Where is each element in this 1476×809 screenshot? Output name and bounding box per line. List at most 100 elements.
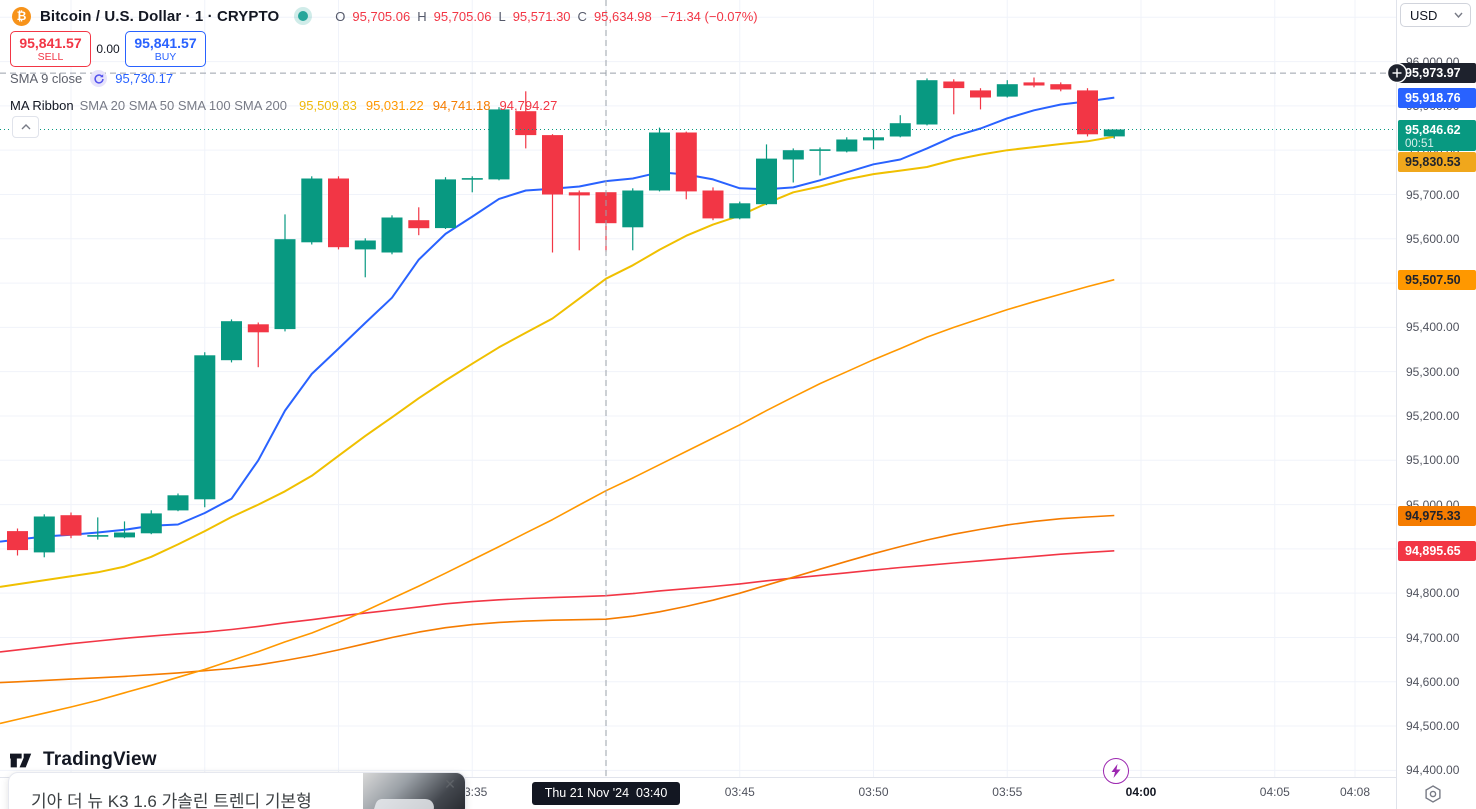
- change-value: −71.34 (−0.07%): [660, 8, 758, 24]
- price-tick: 94,800.00: [1406, 586, 1460, 601]
- ohlc-letter: H: [417, 8, 427, 24]
- ma-ribbon-legend[interactable]: MA Ribbon SMA 20 SMA 50 SMA 100 SMA 200 …: [10, 98, 557, 113]
- ad-text: 기아 더 뉴 K3 1.6 가솔린 트렌디 기본형: [31, 792, 312, 809]
- candle: [702, 187, 724, 221]
- sma20-line: [0, 135, 1115, 588]
- symbol-title[interactable]: Bitcoin / U.S. Dollar · 1 · CRYPTO: [40, 7, 280, 25]
- ad-banner[interactable]: 기아 더 뉴 K3 1.6 가솔린 트렌디 기본형 ✕: [8, 772, 466, 809]
- chevron-up-icon: [21, 124, 30, 130]
- ribbon-value: 95,031.22: [365, 98, 424, 113]
- symbol-header: ₿ Bitcoin / U.S. Dollar · 1 · CRYPTO O 95…: [12, 4, 758, 28]
- sma200-price-label: 94,895.65: [1398, 540, 1476, 561]
- candle: [996, 80, 1018, 98]
- candle: [970, 88, 991, 110]
- lightning-badge[interactable]: [1103, 758, 1129, 784]
- currency-dropdown[interactable]: USD: [1400, 3, 1471, 27]
- price-tick: 94,500.00: [1406, 719, 1460, 734]
- candle: [863, 129, 884, 150]
- chevron-down-icon: [1454, 12, 1463, 18]
- sync-icon[interactable]: [90, 70, 108, 87]
- time-tick: 03:45: [724, 785, 755, 799]
- price-axis[interactable]: USD 96,000.0095,900.0095,800.0095,700.00…: [1386, 0, 1476, 809]
- ribbon-value: 94,794.27: [499, 98, 558, 113]
- ohlc-value: 95,705.06: [433, 8, 492, 24]
- time-tick: 04:00: [1125, 785, 1157, 799]
- sma9-title: SMA 9 close: [10, 71, 83, 86]
- candle: [301, 176, 323, 245]
- ohlc-value: 95,634.98: [593, 8, 652, 24]
- sell-price: 95,841.57: [19, 35, 82, 51]
- candle: [408, 207, 430, 236]
- time-tick: 04:08: [1339, 785, 1371, 799]
- spread-value: 0.00: [91, 37, 125, 61]
- candle: [542, 134, 563, 253]
- candle: [1023, 77, 1045, 88]
- candle: [87, 517, 109, 540]
- currency-value: USD: [1410, 7, 1438, 23]
- candle: [1050, 82, 1072, 92]
- candle: [1103, 129, 1125, 139]
- candle: [194, 352, 216, 508]
- candle: [140, 510, 162, 535]
- candle: [916, 78, 938, 126]
- ribbon-value: 94,741.18: [432, 98, 491, 113]
- ohlc-value: 95,571.30: [512, 8, 571, 24]
- add-alert-plus-icon[interactable]: [1386, 62, 1408, 88]
- ma-ribbon-params: SMA 20 SMA 50 SMA 100 SMA 200: [79, 98, 287, 113]
- time-tick: 03:50: [858, 785, 889, 799]
- market-status-icon[interactable]: [294, 7, 313, 25]
- collapse-legend-button[interactable]: [12, 116, 39, 138]
- sma9-legend[interactable]: SMA 9 close 95,730.17: [10, 70, 173, 87]
- candle: [1077, 88, 1098, 137]
- candle-countdown: 00:51: [1405, 137, 1434, 150]
- candle: [889, 115, 911, 138]
- buy-button[interactable]: 95,841.57 BUY: [125, 31, 206, 67]
- trade-widget: 95,841.57 SELL 0.00 95,841.57 BUY: [10, 31, 206, 67]
- candle: [809, 147, 831, 176]
- ad-close-icon[interactable]: ✕: [444, 776, 456, 792]
- sma20-price-label: 95,830.53: [1398, 151, 1476, 172]
- candle: [649, 127, 670, 192]
- candle: [729, 201, 751, 220]
- buy-price: 95,841.57: [134, 35, 197, 51]
- candlestick-chart[interactable]: [0, 0, 1396, 777]
- sma9-price-label: 95,918.76: [1398, 87, 1476, 108]
- crosshair-price-label: 95,973.97: [1386, 62, 1476, 84]
- price-tick: 94,700.00: [1406, 630, 1460, 645]
- buy-label: BUY: [154, 51, 177, 63]
- candle: [756, 144, 777, 206]
- price-tick: 95,400.00: [1406, 320, 1460, 335]
- ma-ribbon-values: 95,509.83 95,031.22 94,741.18 94,794.27: [299, 98, 557, 113]
- price-tick: 94,600.00: [1406, 674, 1460, 689]
- price-tick: 95,200.00: [1406, 409, 1460, 423]
- candle: [435, 177, 456, 229]
- ohlc-letter: C: [577, 8, 587, 24]
- candle: [568, 190, 590, 251]
- candle: [943, 79, 965, 115]
- candle: [782, 148, 804, 183]
- sma100-price-label: 94,975.33: [1398, 505, 1476, 526]
- ohlc-value: 95,705.06: [352, 8, 411, 24]
- price-tick: 95,300.00: [1406, 364, 1460, 379]
- ad-thumbnail-image[interactable]: [363, 773, 465, 809]
- refresh-arrows-icon: [94, 73, 104, 84]
- ohlc-letter: O: [335, 8, 346, 24]
- sell-button[interactable]: 95,841.57 SELL: [10, 31, 91, 67]
- candle: [274, 214, 296, 332]
- candle: [221, 319, 242, 363]
- candle: [247, 322, 269, 368]
- time-tick: 03:55: [992, 785, 1023, 799]
- ohlc-letter: L: [498, 8, 506, 24]
- axis-settings-icon[interactable]: [1423, 784, 1445, 806]
- candle: [675, 131, 697, 200]
- logo-text: TradingView: [43, 749, 157, 770]
- last-price-label: 95,846.62 00:51: [1398, 119, 1476, 151]
- candle: [461, 176, 483, 193]
- price-tick: 94,400.00: [1406, 763, 1460, 778]
- ohlc-values: O 95,705.06 H 95,705.06 L 95,571.30 C 95,634.98…: [335, 9, 757, 24]
- candle: [114, 521, 135, 539]
- tradingview-logo[interactable]: TradingView: [10, 749, 157, 771]
- crosshair-time-label: Thu 21 Nov '24 03:40: [532, 782, 680, 805]
- lightning-bolt-icon: [1111, 764, 1121, 778]
